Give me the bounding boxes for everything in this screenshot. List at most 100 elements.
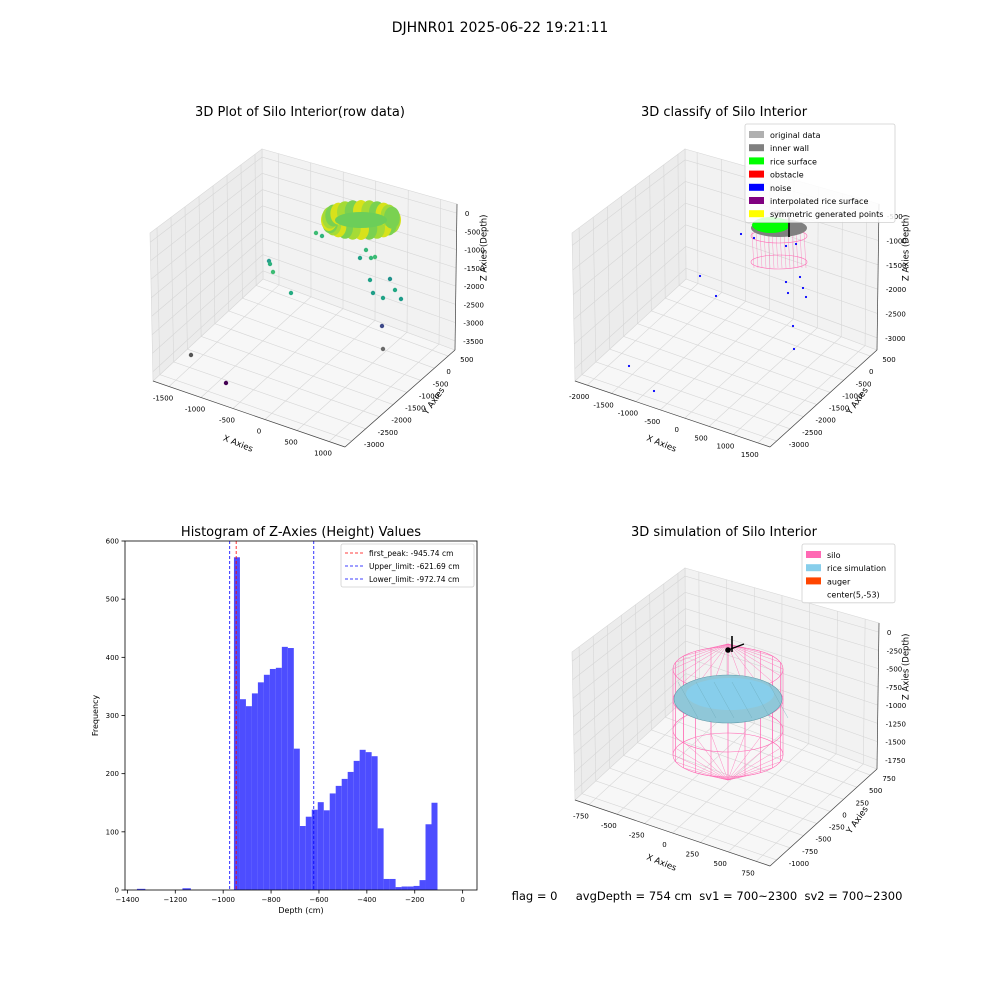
wall-line xyxy=(755,231,759,269)
silo-roof-line xyxy=(672,643,729,670)
grid-line-y xyxy=(170,217,366,430)
grid-line-y xyxy=(212,185,407,393)
grid-line-z xyxy=(150,156,457,243)
plot-raw-data: -1500 -1000 -500 0 500 1000 500 0 -500 -1000 -1500… xyxy=(149,105,489,458)
y-tick-label: -2500 xyxy=(802,429,822,437)
y-tick-label: -500 xyxy=(815,836,831,844)
y-tick-label: 500 xyxy=(106,596,119,604)
x-tick-label: −1000 xyxy=(211,896,235,904)
wall-line xyxy=(771,231,775,269)
y-tick-label: -1500 xyxy=(405,405,425,413)
noise-point xyxy=(698,274,702,278)
data-point xyxy=(319,233,325,239)
silo-roof-line xyxy=(727,643,773,683)
grid-line-y xyxy=(592,636,791,849)
x-tick-label: 0 xyxy=(257,428,261,436)
x-tick-label: 1000 xyxy=(717,443,735,451)
histogram-bar xyxy=(401,886,408,890)
y-tick-label: -500 xyxy=(856,380,872,388)
figure-title: DJHNR01 2025-06-22 19:21:11 xyxy=(392,20,609,36)
silo-roof-line xyxy=(727,643,781,676)
data-point xyxy=(380,295,386,301)
histogram-bar xyxy=(329,793,336,890)
wall-line xyxy=(779,231,783,269)
histogram-bar xyxy=(419,880,426,890)
grid-line-y xyxy=(578,646,777,861)
histogram-bar xyxy=(431,802,438,890)
silo-roof-line xyxy=(683,643,729,683)
y-axis-label: Frequency xyxy=(91,695,100,737)
x-tick-label: −1400 xyxy=(116,896,140,904)
y-tick-label: 500 xyxy=(882,356,895,364)
histogram-bar xyxy=(263,674,270,890)
y-tick-label: 0 xyxy=(869,368,873,376)
grid-line-y xyxy=(649,594,844,800)
histogram-bar xyxy=(407,886,414,890)
legend-swatch xyxy=(806,577,821,585)
z-tick-label: -1500 xyxy=(886,262,906,270)
data-point xyxy=(379,323,385,329)
z-tick-label: -750 xyxy=(886,684,902,692)
wall-line xyxy=(763,231,767,269)
y-tick-label: -750 xyxy=(802,848,818,856)
z-tick-label: -1000 xyxy=(464,247,484,255)
x-tick-label: -500 xyxy=(219,417,235,425)
silo-floor-line xyxy=(727,741,773,781)
grid-line-y xyxy=(663,583,858,788)
histogram-bar xyxy=(365,752,372,890)
wall-line xyxy=(791,231,795,269)
z-axis-label: Z Axies (Depth) xyxy=(901,633,911,700)
z-tick-label: -3000 xyxy=(885,335,905,343)
grid-line-y xyxy=(607,206,804,417)
histogram-bar xyxy=(257,682,264,890)
wall-line xyxy=(759,231,763,269)
histogram-bar xyxy=(245,706,252,890)
x-tick-label: -1000 xyxy=(185,406,205,414)
histogram-bar xyxy=(377,828,384,890)
legend-entry: first_peak: -945.74 cm xyxy=(369,549,453,558)
rice-mesh-line xyxy=(695,681,717,719)
legend-swatch xyxy=(806,564,821,572)
wall-line xyxy=(799,231,803,269)
silo-floor-line xyxy=(727,754,784,781)
y-tick-label: -2500 xyxy=(378,429,398,437)
wall-line xyxy=(767,231,771,269)
data-point xyxy=(367,277,373,283)
x-axis-label: X Axies xyxy=(221,434,254,455)
data-point xyxy=(398,296,404,302)
histogram-bar xyxy=(335,785,342,890)
y-tick-label: 300 xyxy=(106,712,119,720)
legend-swatch xyxy=(749,144,764,152)
data-point xyxy=(387,276,393,282)
y-axis-label: Y Axies xyxy=(421,385,448,417)
data-point xyxy=(267,261,273,267)
z-axis-label: Z Axies (Depth) xyxy=(901,214,911,281)
histogram-bar xyxy=(395,887,402,890)
z-axis-line xyxy=(876,622,880,770)
silo-roof-line xyxy=(683,643,729,657)
histogram-bar xyxy=(269,668,276,890)
y-tick-label: 100 xyxy=(106,828,119,836)
legend-box xyxy=(801,543,896,604)
legend-swatch xyxy=(749,183,764,191)
legend-entry: original data xyxy=(770,131,821,140)
x-tick-label: 500 xyxy=(694,434,707,442)
y-tick-label: 400 xyxy=(106,654,119,662)
plot-title: 3D Plot of Silo Interior(row data) xyxy=(195,105,405,120)
noise-point xyxy=(794,242,798,246)
z-tick-label: -1000 xyxy=(887,238,907,246)
z-tick-label: -2000 xyxy=(886,286,906,294)
z-tick-label: 0 xyxy=(465,210,469,218)
histogram-bars xyxy=(136,557,438,890)
grid-line-x xyxy=(733,193,843,435)
silo-floor-line xyxy=(672,754,729,781)
legend-entry: auger xyxy=(827,577,851,586)
z-tick-label: -2500 xyxy=(886,311,906,319)
data-point xyxy=(370,290,376,296)
grid-line-x xyxy=(672,595,783,834)
silo-floor-line xyxy=(710,734,729,781)
histogram-bar xyxy=(136,888,146,890)
grid-line-y xyxy=(677,154,871,357)
grid-line-z xyxy=(572,575,879,662)
